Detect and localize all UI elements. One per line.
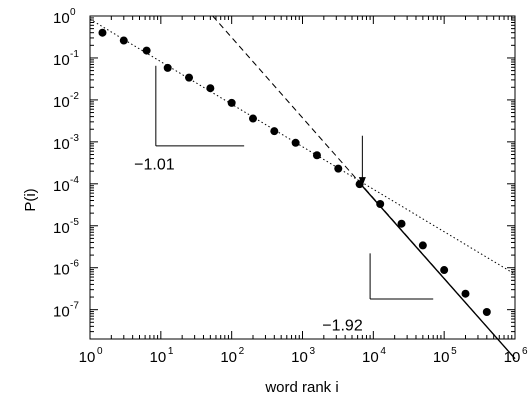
data-point [461, 289, 470, 298]
x-tick-label: 10 [433, 349, 450, 366]
x-tick-exponent: 2 [239, 346, 245, 357]
data-point [418, 241, 427, 250]
x-tick-label: 10 [220, 349, 237, 366]
data-point [227, 98, 236, 107]
data-point [291, 138, 300, 147]
plot-layer [89, 15, 516, 360]
y-tick-label: 10 [53, 136, 70, 153]
x-tick-exponent: 6 [522, 346, 528, 357]
x-tick-label: 10 [79, 349, 96, 366]
x-tick-exponent: 4 [380, 346, 386, 357]
y-tick-exponent: -1 [70, 49, 79, 60]
y-tick-exponent: -6 [70, 259, 79, 270]
data-point [397, 219, 406, 228]
x-axis-label: word rank i [264, 379, 338, 396]
y-tick-label: 10 [53, 10, 70, 27]
slope-label-2: −1.92 [322, 317, 363, 334]
y-tick-label: 10 [53, 262, 70, 279]
data-point [248, 114, 257, 123]
data-point [142, 46, 151, 55]
data-point [482, 308, 491, 317]
data-point [163, 63, 172, 72]
x-tick-exponent: 0 [97, 346, 103, 357]
y-tick-label: 10 [53, 94, 70, 111]
crossover-arrow-head [358, 177, 366, 187]
x-tick-label: 10 [291, 349, 308, 366]
data-point [376, 200, 385, 209]
data-point [312, 151, 321, 160]
data-point [119, 36, 128, 45]
x-tick-exponent: 5 [451, 346, 457, 357]
data-point [334, 164, 343, 173]
y-tick-label: 10 [53, 52, 70, 69]
y-tick-exponent: 0 [70, 7, 76, 18]
plot-frame [89, 15, 516, 340]
tick-labels: 10 0 10 1 10 2 10 3 10 4 10 5 10 610 010 -110 -210 -310 -4… [53, 7, 528, 366]
y-tick-exponent: -5 [70, 217, 79, 228]
data-point [98, 28, 107, 37]
y-tick-exponent: -3 [70, 133, 79, 144]
y-tick-exponent: -2 [70, 91, 79, 102]
y-tick-label: 10 [53, 178, 70, 195]
data-point [440, 266, 449, 275]
y-tick-exponent: -4 [70, 175, 79, 186]
fit-line-solid [361, 185, 516, 360]
slope-label-1: −1.01 [134, 156, 175, 173]
fit-line-dotted [89, 18, 516, 275]
y-tick-label: 10 [53, 220, 70, 237]
data-point [270, 127, 279, 136]
x-tick-label: 10 [149, 349, 166, 366]
x-tick-exponent: 3 [310, 346, 316, 357]
y-tick-exponent: -7 [70, 301, 79, 312]
x-tick-label: 10 [362, 349, 379, 366]
x-tick-label: 10 [504, 349, 521, 366]
x-tick-exponent: 1 [168, 346, 174, 357]
y-tick-label: 10 [53, 304, 70, 321]
y-axis-label: P(i) [22, 188, 39, 211]
data-point [185, 73, 194, 82]
data-point [206, 84, 215, 93]
